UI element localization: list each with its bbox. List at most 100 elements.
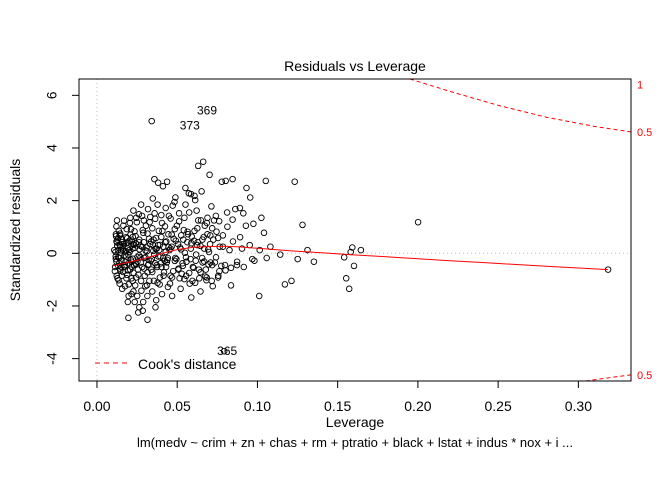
- data-point: [134, 309, 142, 316]
- data-point: [128, 275, 135, 282]
- data-point: [146, 240, 154, 248]
- data-point: [194, 238, 201, 246]
- data-point: [240, 263, 248, 271]
- data-point: [125, 251, 132, 258]
- legend-label: Cook's distance: [138, 356, 237, 372]
- y-tick-label: 6: [44, 91, 60, 99]
- data-point: [146, 213, 154, 221]
- data-point: [173, 222, 181, 229]
- x-tick-label: 0.30: [565, 398, 592, 414]
- data-point: [127, 214, 134, 222]
- data-point: [193, 241, 201, 249]
- data-point: [126, 219, 134, 227]
- data-point: [131, 298, 138, 306]
- data-point: [194, 217, 202, 224]
- data-point: [111, 246, 118, 254]
- data-point: [276, 251, 284, 258]
- data-point: [182, 201, 189, 208]
- data-point: [250, 220, 257, 228]
- data-point: [357, 246, 365, 254]
- cooks-label: 1: [637, 79, 643, 91]
- data-point: [155, 227, 163, 235]
- data-point: [249, 255, 256, 263]
- data-point: [218, 262, 225, 270]
- data-point: [288, 277, 295, 285]
- data-point: [149, 225, 156, 232]
- data-point: [139, 226, 146, 234]
- data-point: [304, 246, 311, 254]
- data-point: [198, 254, 206, 262]
- data-point: [137, 254, 144, 261]
- data-point: [205, 261, 212, 268]
- data-point: [222, 267, 229, 274]
- data-point: [128, 290, 135, 298]
- data-point: [238, 245, 246, 252]
- y-tick-label: 2: [44, 196, 60, 204]
- data-point: [166, 246, 173, 254]
- data-point: [132, 274, 140, 281]
- data-point: [203, 276, 210, 284]
- data-point: [142, 282, 149, 290]
- data-point: [142, 247, 149, 254]
- data-point: [215, 272, 222, 279]
- data-point: [224, 223, 231, 230]
- data-point: [159, 227, 166, 235]
- data-point: [177, 285, 184, 293]
- data-point: [171, 225, 179, 233]
- data-point: [138, 287, 145, 294]
- data-point: [174, 240, 182, 248]
- data-point: [130, 207, 137, 214]
- data-point: [162, 204, 169, 212]
- data-point: [281, 281, 289, 288]
- x-tick-label: 0.10: [244, 398, 271, 414]
- data-point: [222, 177, 229, 185]
- data-point: [175, 210, 183, 217]
- data-point: [146, 218, 153, 226]
- data-point: [200, 258, 208, 265]
- data-point: [251, 257, 258, 264]
- data-point: [185, 190, 193, 197]
- point-label-373: 373: [180, 119, 200, 133]
- y-tick-label: 4: [44, 144, 60, 152]
- data-points: [111, 117, 612, 355]
- data-point: [168, 292, 176, 300]
- data-point: [199, 158, 207, 165]
- data-point: [124, 267, 132, 274]
- data-point: [215, 217, 223, 225]
- data-point: [258, 214, 265, 222]
- chart-title: Residuals vs Leverage: [284, 58, 426, 74]
- cooks-contour-labels: 1 0.5 0.5: [637, 79, 652, 382]
- data-point: [187, 245, 195, 252]
- data-point: [414, 218, 422, 226]
- data-point: [299, 221, 306, 229]
- data-point: [345, 285, 353, 293]
- data-point: [172, 254, 179, 262]
- data-point: [342, 275, 350, 282]
- data-point: [158, 233, 165, 241]
- data-point: [210, 236, 217, 243]
- data-point: [166, 280, 174, 287]
- data-point: [236, 233, 244, 241]
- data-point: [192, 251, 200, 258]
- data-point: [144, 316, 151, 323]
- data-point: [208, 225, 216, 232]
- x-tick-label: 0.00: [83, 398, 110, 414]
- data-point: [350, 262, 358, 270]
- data-point: [208, 203, 215, 210]
- data-point: [229, 216, 236, 223]
- data-point: [127, 256, 135, 264]
- data-point: [291, 178, 298, 185]
- cooks-contour-0: [409, 79, 631, 133]
- data-point: [160, 269, 168, 276]
- x-tick-label: 0.20: [404, 398, 431, 414]
- data-point: [209, 282, 216, 290]
- data-point: [153, 263, 161, 271]
- data-point: [137, 277, 145, 285]
- cooks-distance-contours: [409, 79, 631, 381]
- data-point: [135, 211, 143, 218]
- data-point: [197, 217, 205, 224]
- data-point: [200, 245, 208, 252]
- data-point: [145, 261, 152, 268]
- data-point: [191, 196, 199, 204]
